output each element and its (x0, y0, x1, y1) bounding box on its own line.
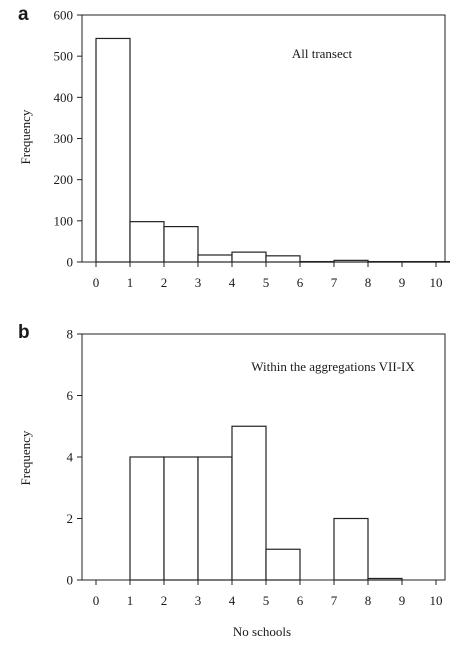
bar-a-5 (265, 255, 301, 263)
y-tick-label-b-4: 4 (67, 450, 74, 465)
bar-b-2 (163, 456, 199, 581)
bar-b-5 (265, 548, 301, 581)
x-tick-label-b-8: 8 (365, 593, 372, 608)
x-tick-label-b-2: 2 (161, 593, 168, 608)
x-tick-label-b-10: 10 (430, 593, 443, 608)
bar-b-3 (197, 456, 233, 581)
x-ticks-a: 0 1 2 3 4 5 6 7 8 9 10 (93, 262, 443, 290)
y-tick-label-a-200: 200 (54, 172, 74, 187)
x-tick-label-b-4: 4 (229, 593, 236, 608)
y-tick-label-b-2: 2 (67, 511, 74, 526)
x-tick-label-b-5: 5 (263, 593, 270, 608)
bar-a-2 (163, 225, 199, 263)
x-tick-label-a-3: 3 (195, 275, 202, 290)
y-tick-label-a-0: 0 (67, 255, 74, 270)
y-tick-label-a-500: 500 (54, 49, 74, 64)
bar-b-7 (333, 517, 369, 581)
x-ticks-b: 0 1 2 3 4 5 6 7 8 9 10 (93, 580, 443, 608)
x-tick-label-b-0: 0 (93, 593, 100, 608)
x-tick-label-a-5: 5 (263, 275, 270, 290)
x-tick-label-a-4: 4 (229, 275, 236, 290)
y-ticks-a: 0 100 200 300 400 500 600 (54, 8, 82, 270)
bars-b (129, 425, 403, 581)
bar-a-4 (231, 251, 267, 263)
x-tick-label-a-8: 8 (365, 275, 372, 290)
y-axis-label-a: Frequency (18, 109, 33, 164)
annotation-a: All transect (292, 46, 353, 61)
x-axis-label-b: No schools (233, 624, 291, 639)
bar-a-1 (129, 221, 165, 263)
x-tick-label-b-1: 1 (127, 593, 134, 608)
x-tick-label-b-6: 6 (297, 593, 304, 608)
panel-letter-b: b (18, 322, 30, 343)
x-tick-label-a-2: 2 (161, 275, 168, 290)
bar-a-0 (95, 37, 131, 263)
panel-letter-a: a (18, 4, 29, 25)
bar-b-4 (231, 425, 267, 581)
annotation-b: Within the aggregations VII-IX (251, 359, 415, 374)
x-tick-label-b-7: 7 (331, 593, 338, 608)
x-tick-label-a-9: 9 (399, 275, 406, 290)
panel-b: b Frequency Within the aggregations VII-… (18, 322, 446, 639)
x-tick-label-a-1: 1 (127, 275, 134, 290)
y-tick-label-a-100: 100 (54, 213, 74, 228)
y-tick-label-b-6: 6 (67, 388, 74, 403)
bar-b-1 (129, 456, 165, 581)
y-tick-label-b-0: 0 (67, 573, 74, 588)
y-tick-label-a-600: 600 (54, 8, 74, 23)
y-ticks-b: 0 2 4 6 8 (67, 327, 82, 588)
x-tick-label-b-3: 3 (195, 593, 202, 608)
y-tick-label-a-300: 300 (54, 131, 74, 146)
y-tick-label-b-8: 8 (67, 327, 74, 342)
x-tick-label-a-0: 0 (93, 275, 100, 290)
panel-a: a Frequency All transect 010020030040050… (18, 4, 450, 290)
bars-a (95, 37, 450, 263)
bar-a-3 (197, 254, 233, 263)
x-tick-label-a-10: 10 (430, 275, 443, 290)
x-tick-label-a-6: 6 (297, 275, 304, 290)
y-axis-label-b: Frequency (18, 430, 33, 485)
y-tick-label-a-400: 400 (54, 90, 74, 105)
x-tick-label-b-9: 9 (399, 593, 406, 608)
x-tick-label-a-7: 7 (331, 275, 338, 290)
